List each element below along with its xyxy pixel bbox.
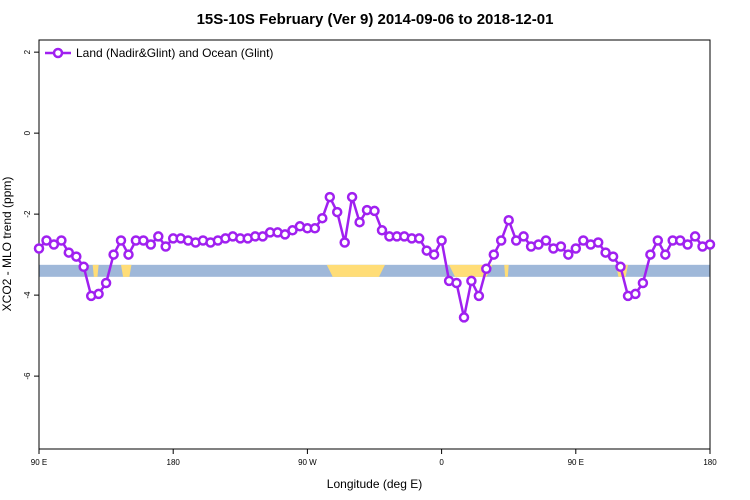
legend: Land (Nadir&Glint) and Ocean (Glint) [45,46,273,60]
legend-label: Land (Nadir&Glint) and Ocean (Glint) [76,46,273,60]
data-point [704,239,716,250]
land-band [121,264,132,277]
chart-title: 15S-10S February (Ver 9) 2014-09-06 to 2… [197,11,554,28]
y-tick-label: 0 [23,130,32,135]
data-point [533,239,544,250]
data-point [473,290,485,302]
data-point [481,263,492,275]
data-point [607,251,619,262]
data-point [540,235,552,246]
data-point [413,233,425,244]
data-point [652,235,664,246]
y-tick-label: -2 [23,210,32,218]
data-point [592,237,604,248]
data-point [369,205,380,217]
legend-marker [52,47,64,59]
data-point [354,216,365,228]
data-point [33,243,45,254]
land-band [504,264,509,277]
data-point [78,261,89,273]
data-point [309,223,321,234]
data-point [436,235,447,246]
x-tick-label: 90 E [31,458,47,467]
data-point [563,249,574,260]
y-tick-label: -6 [23,372,32,380]
data-point [428,249,440,260]
data-point [645,249,656,260]
data-point [376,225,388,236]
data-point [630,288,641,300]
data-point [71,251,82,262]
data-point [279,229,291,240]
data-point [153,231,164,242]
x-tick-label: 0 [439,458,444,467]
data-point [324,191,336,203]
data-point [488,249,500,260]
data-point [346,191,358,203]
data-point [495,235,507,246]
data-point [339,237,350,248]
land-band [326,264,385,277]
data-point [570,243,582,254]
data-point [56,235,67,246]
y-tick-label: -4 [23,291,32,299]
data-point [503,214,514,226]
data-point [93,288,104,300]
x-tick-label: 90 E [568,458,584,467]
data-point [458,312,470,323]
series-layer [33,191,716,323]
data-point [600,247,611,258]
land-band [92,264,99,277]
data-point [555,241,567,252]
data-point [63,247,75,258]
surface-type-bar [39,264,710,277]
y-tick-label: 2 [23,49,32,54]
data-point [145,239,157,250]
data-point [317,212,328,224]
data-point [115,235,127,246]
data-point [123,249,134,260]
data-point [108,249,119,260]
data-point [615,261,626,273]
x-tick-label: 90 W [298,458,317,467]
data-point [451,277,462,289]
data-point [160,241,171,252]
data-point [518,231,529,242]
x-axis-label: Longitude (deg E) [327,477,422,491]
y-axis-label: XCO2 - MLO trend (ppm) [0,177,14,312]
data-point [689,231,701,242]
data-point [660,249,671,260]
data-point [48,239,60,250]
y-axis-ticks: 2 0 -2 -4 -6 [23,49,39,380]
x-axis-ticks: 90 E 180 90 W 0 90 E 180 [31,449,717,467]
data-point [466,275,477,287]
data-point [682,239,693,250]
x-tick-label: 180 [167,458,181,467]
plot-frame [38,39,711,450]
x-tick-label: 180 [703,458,717,467]
data-point [100,277,112,289]
data-point [331,206,343,218]
data-point [637,277,649,289]
data-point [510,235,522,246]
